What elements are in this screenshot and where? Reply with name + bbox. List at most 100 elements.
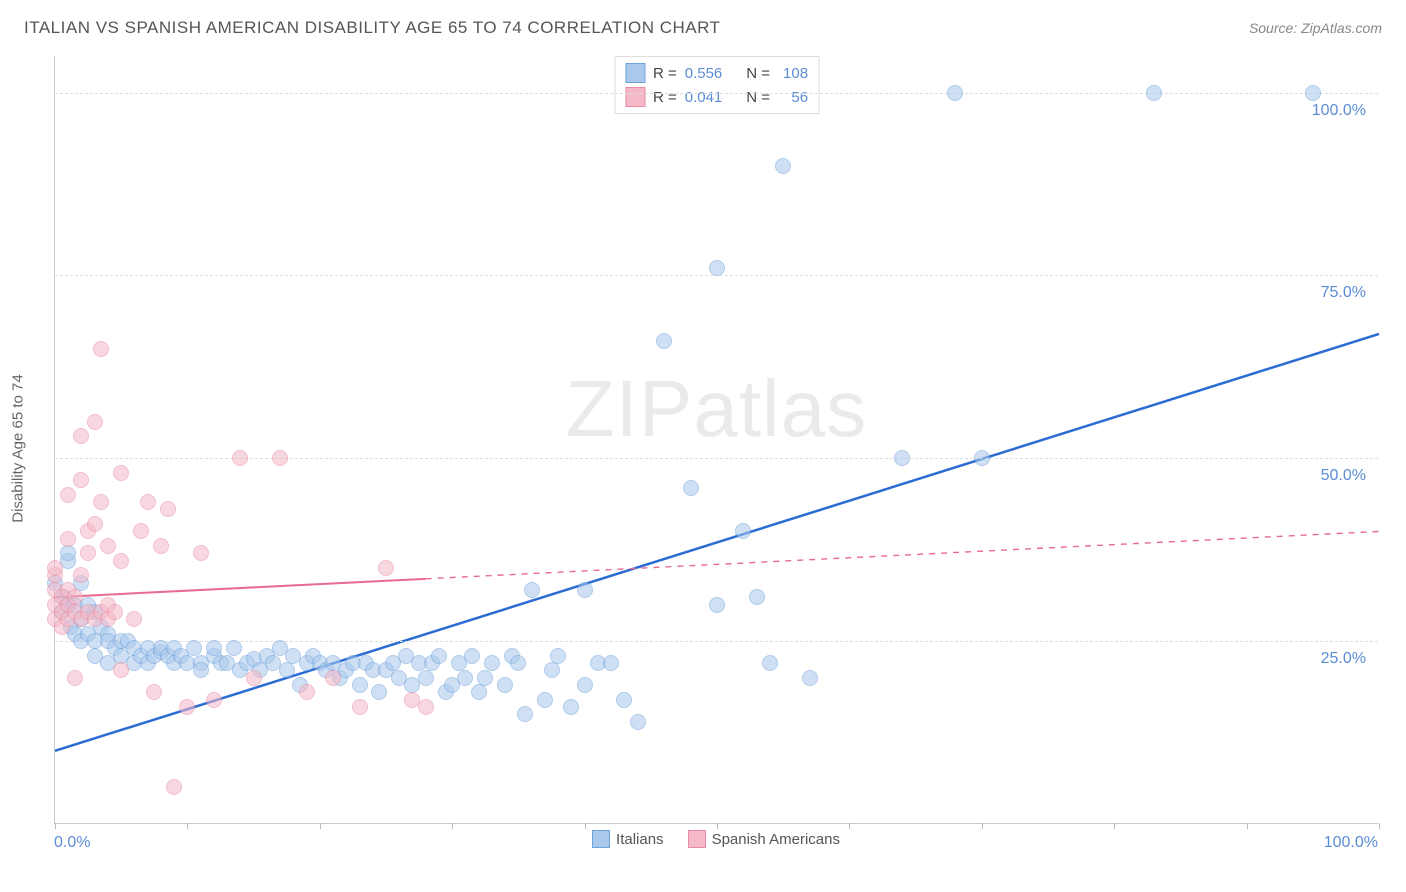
data-point <box>113 662 129 678</box>
x-tick <box>1379 823 1380 829</box>
data-point <box>544 662 560 678</box>
data-point <box>160 501 176 517</box>
data-point <box>113 465 129 481</box>
legend-r-label: R = <box>653 65 677 82</box>
data-point <box>537 692 553 708</box>
data-point <box>497 677 513 693</box>
data-point <box>73 472 89 488</box>
data-point <box>193 662 209 678</box>
data-point <box>193 545 209 561</box>
grid-line <box>55 458 1378 459</box>
legend-row: R = 0.556 N = 108 <box>625 61 808 85</box>
data-point <box>60 545 76 561</box>
legend-n-value: 56 <box>778 89 808 106</box>
y-tick-label: 25.0% <box>1321 650 1366 668</box>
data-point <box>477 670 493 686</box>
y-tick-label: 100.0% <box>1312 102 1366 120</box>
data-point <box>603 655 619 671</box>
legend-r-value: 0.556 <box>685 65 723 82</box>
legend-n-label: N = <box>746 89 770 106</box>
data-point <box>113 553 129 569</box>
legend-item: Spanish Americans <box>688 830 840 848</box>
data-point <box>709 260 725 276</box>
x-tick <box>585 823 586 829</box>
data-point <box>60 487 76 503</box>
data-point <box>133 523 149 539</box>
data-point <box>93 341 109 357</box>
data-point <box>67 589 83 605</box>
x-tick <box>55 823 56 829</box>
data-point <box>126 611 142 627</box>
data-point <box>709 597 725 613</box>
legend-row: R = 0.041 N = 56 <box>625 85 808 109</box>
data-point <box>894 450 910 466</box>
data-point <box>153 538 169 554</box>
trend-line <box>426 531 1379 578</box>
data-point <box>73 567 89 583</box>
data-point <box>179 699 195 715</box>
legend-item: Italians <box>592 830 664 848</box>
y-axis-title: Disability Age 65 to 74 <box>10 374 27 522</box>
data-point <box>279 662 295 678</box>
data-point <box>471 684 487 700</box>
data-point <box>146 684 162 700</box>
data-point <box>550 648 566 664</box>
legend-n-label: N = <box>746 65 770 82</box>
data-point <box>378 560 394 576</box>
data-point <box>577 677 593 693</box>
x-tick <box>187 823 188 829</box>
data-point <box>67 670 83 686</box>
x-tick <box>849 823 850 829</box>
data-point <box>206 692 222 708</box>
data-point <box>107 604 123 620</box>
data-point <box>232 450 248 466</box>
trend-line <box>55 334 1379 751</box>
data-point <box>352 677 368 693</box>
data-point <box>226 640 242 656</box>
x-tick <box>452 823 453 829</box>
data-point <box>974 450 990 466</box>
data-point <box>1146 85 1162 101</box>
data-point <box>656 333 672 349</box>
data-point <box>577 582 593 598</box>
legend-series: Italians Spanish Americans <box>54 830 1378 848</box>
data-point <box>352 699 368 715</box>
data-point <box>1305 85 1321 101</box>
data-point <box>464 648 480 664</box>
legend-swatch <box>625 63 645 83</box>
data-point <box>510 655 526 671</box>
title-bar: ITALIAN VS SPANISH AMERICAN DISABILITY A… <box>24 18 1382 38</box>
x-tick <box>717 823 718 829</box>
data-point <box>524 582 540 598</box>
data-point <box>563 699 579 715</box>
legend-n-value: 108 <box>778 65 808 82</box>
x-tick <box>320 823 321 829</box>
legend-r-label: R = <box>653 89 677 106</box>
data-point <box>457 670 473 686</box>
data-point <box>272 450 288 466</box>
data-point <box>87 516 103 532</box>
data-point <box>371 684 387 700</box>
legend-r-value: 0.041 <box>685 89 723 106</box>
x-tick <box>1114 823 1115 829</box>
legend-correlation: R = 0.556 N = 108 R = 0.041 N = 56 <box>614 56 819 114</box>
data-point <box>100 538 116 554</box>
data-point <box>735 523 751 539</box>
y-tick-label: 50.0% <box>1321 467 1366 485</box>
x-tick <box>982 823 983 829</box>
data-point <box>683 480 699 496</box>
legend-swatch <box>688 830 706 848</box>
data-point <box>299 684 315 700</box>
data-point <box>80 545 96 561</box>
plot-area: ZIPatlas R =0.556N =108R =0.041N =56 25.… <box>54 56 1378 824</box>
data-point <box>616 692 632 708</box>
grid-line <box>55 641 1378 642</box>
trend-lines <box>55 56 1378 823</box>
data-point <box>484 655 500 671</box>
data-point <box>166 779 182 795</box>
data-point <box>418 699 434 715</box>
data-point <box>140 494 156 510</box>
data-point <box>47 560 63 576</box>
legend-label: Spanish Americans <box>712 831 840 848</box>
source-attribution: Source: ZipAtlas.com <box>1249 20 1382 36</box>
